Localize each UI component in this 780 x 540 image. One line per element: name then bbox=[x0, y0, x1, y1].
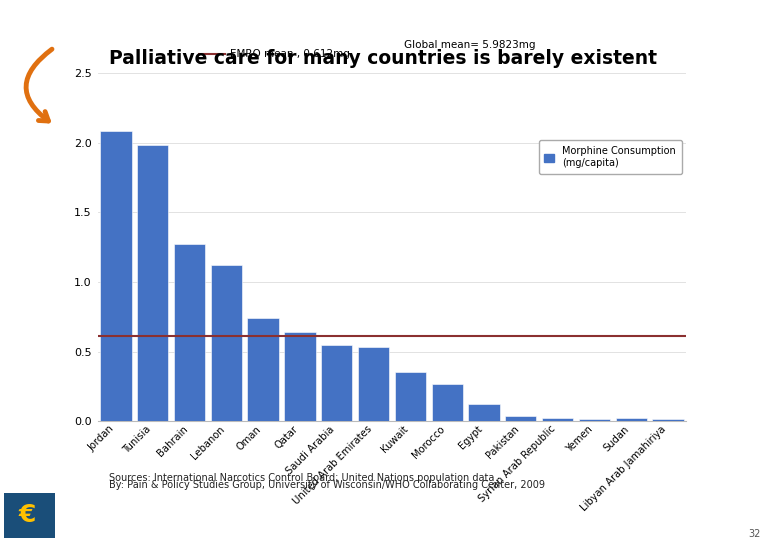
Text: Sources: International Narcotics Control Board; United Nations population data: Sources: International Narcotics Control… bbox=[109, 473, 495, 483]
Bar bbox=[101, 131, 132, 421]
Bar bbox=[174, 244, 205, 421]
Text: 32: 32 bbox=[748, 529, 760, 539]
Text: Presentation  100114: Presentation 100114 bbox=[319, 9, 461, 22]
Bar bbox=[137, 145, 168, 421]
Bar bbox=[395, 373, 426, 421]
Bar bbox=[321, 345, 353, 421]
Text: By: Pain & Policy Studies Group, University of Wisconsin/WHO Collaborating Cente: By: Pain & Policy Studies Group, Univers… bbox=[109, 480, 545, 490]
Text: €: € bbox=[19, 503, 36, 527]
FancyBboxPatch shape bbox=[4, 493, 55, 537]
Bar bbox=[247, 318, 278, 421]
Text: Global mean= 5.9823mg: Global mean= 5.9823mg bbox=[404, 40, 535, 50]
Bar bbox=[284, 332, 316, 421]
Bar bbox=[431, 383, 463, 421]
Bar bbox=[505, 416, 537, 421]
FancyArrowPatch shape bbox=[26, 49, 52, 121]
Text: King Hussein Cancer Center: King Hussein Cancer Center bbox=[436, 505, 764, 525]
Bar bbox=[358, 347, 389, 421]
Bar bbox=[615, 418, 647, 421]
Legend: Morphine Consumption
(mg/capita): Morphine Consumption (mg/capita) bbox=[539, 140, 682, 174]
Bar bbox=[579, 419, 610, 421]
Bar bbox=[542, 418, 573, 421]
Bar bbox=[211, 265, 242, 421]
Text: Palliative care for many countries is barely existent: Palliative care for many countries is ba… bbox=[109, 49, 658, 68]
Bar bbox=[652, 418, 683, 421]
Bar bbox=[468, 404, 500, 421]
